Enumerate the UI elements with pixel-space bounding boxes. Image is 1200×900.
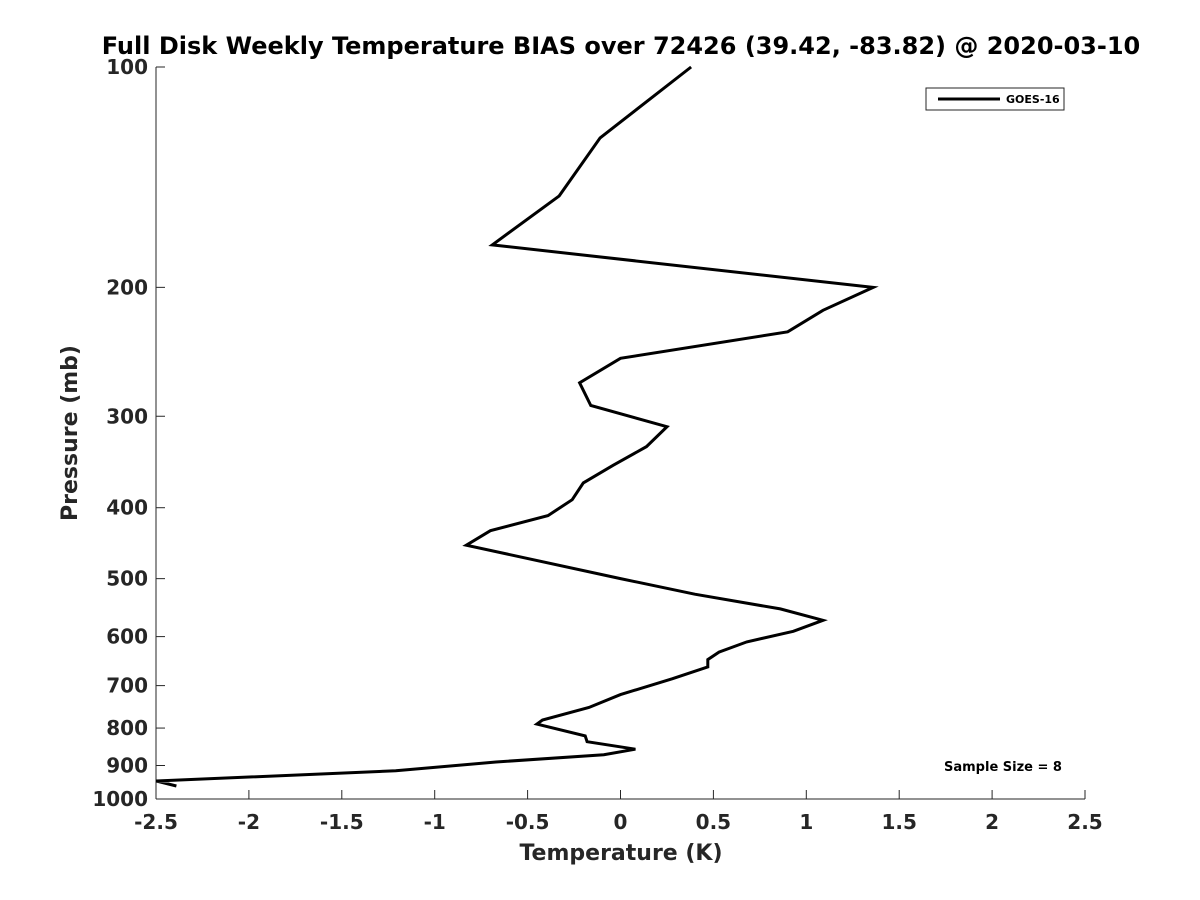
x-tick-label: 1.5 bbox=[881, 810, 916, 834]
y-tick-label: 200 bbox=[106, 275, 148, 299]
y-tick-label: 600 bbox=[106, 625, 148, 649]
legend-label: GOES-16 bbox=[1006, 93, 1060, 106]
sample-size-annotation: Sample Size = 8 bbox=[944, 760, 1062, 775]
y-tick-label: 1000 bbox=[92, 787, 148, 811]
x-tick-label: -1.5 bbox=[320, 810, 364, 834]
chart-title: Full Disk Weekly Temperature BIAS over 7… bbox=[102, 32, 1141, 60]
y-tick-label: 100 bbox=[106, 55, 148, 79]
series-layer bbox=[156, 65, 879, 788]
x-tick-label: 2 bbox=[985, 810, 999, 834]
y-tick-label: 300 bbox=[106, 404, 148, 428]
axes: -2.5 -2 -1.5 -1 -0.5 0 0.5 1 1.5 2 2.5 100 200 300 400… bbox=[92, 55, 1102, 834]
y-tick-label: 700 bbox=[106, 674, 148, 698]
x-axis-label: Temperature (K) bbox=[519, 841, 722, 866]
y-tick-label: 500 bbox=[106, 567, 148, 591]
x-tick-label: -0.5 bbox=[506, 810, 550, 834]
y-tick-label: 900 bbox=[106, 754, 148, 778]
x-tick-label: -2 bbox=[238, 810, 260, 834]
legend: GOES-16 bbox=[925, 87, 1065, 111]
x-tick-label: -1 bbox=[424, 810, 446, 834]
x-tick-label: 1 bbox=[799, 810, 813, 834]
y-tick-label: 800 bbox=[106, 716, 148, 740]
x-tick-label: 0.5 bbox=[696, 810, 731, 834]
series-line-goes-16 bbox=[156, 65, 879, 788]
y-axis-label: Pressure (mb) bbox=[58, 345, 83, 521]
x-tick-label: 0 bbox=[614, 810, 628, 834]
x-tick-label: -2.5 bbox=[134, 810, 178, 834]
y-tick-label: 400 bbox=[106, 496, 148, 520]
x-tick-label: 2.5 bbox=[1067, 810, 1102, 834]
